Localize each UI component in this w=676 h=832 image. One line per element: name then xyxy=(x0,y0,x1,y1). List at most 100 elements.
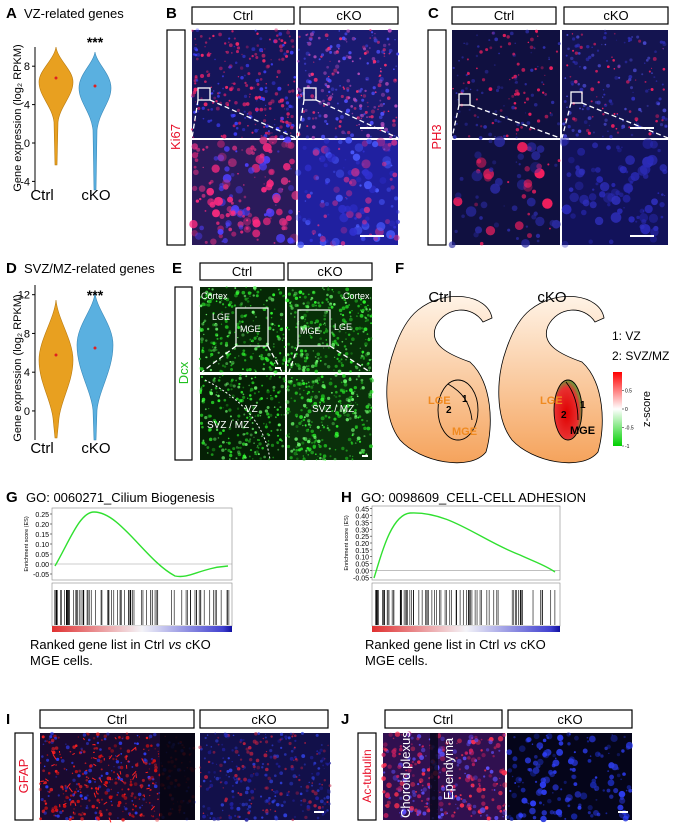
texture xyxy=(263,143,272,152)
micrograph xyxy=(198,732,331,822)
texture xyxy=(205,41,207,43)
texture xyxy=(100,814,103,817)
texture xyxy=(326,294,329,297)
texture xyxy=(246,751,249,754)
texture xyxy=(271,789,273,791)
texture xyxy=(315,453,317,455)
texture xyxy=(293,449,295,451)
texture xyxy=(99,810,102,813)
texture xyxy=(378,83,382,87)
texture xyxy=(295,363,296,364)
texture xyxy=(209,817,211,819)
texture xyxy=(219,377,221,379)
texture xyxy=(81,749,83,751)
texture xyxy=(212,348,215,351)
texture xyxy=(525,30,529,34)
texture xyxy=(472,763,475,766)
texture xyxy=(355,212,361,218)
texture xyxy=(287,360,290,363)
texture xyxy=(39,817,42,820)
texture xyxy=(595,776,598,779)
texture xyxy=(236,446,239,449)
texture xyxy=(219,817,221,819)
texture xyxy=(394,135,396,137)
texture xyxy=(274,39,278,43)
texture xyxy=(216,107,220,111)
texture xyxy=(328,76,329,77)
texture xyxy=(365,197,371,203)
texture xyxy=(274,816,277,819)
texture xyxy=(313,350,314,351)
texture xyxy=(488,133,492,137)
texture xyxy=(393,226,396,229)
texture xyxy=(322,381,324,383)
texture xyxy=(359,184,361,186)
texture xyxy=(125,774,128,777)
texture xyxy=(243,778,247,782)
stain-label: Ac-tubulin xyxy=(360,749,374,802)
texture xyxy=(294,437,297,440)
texture xyxy=(210,369,212,371)
texture xyxy=(231,790,234,793)
texture xyxy=(55,815,57,817)
texture xyxy=(361,381,364,384)
texture xyxy=(627,785,632,790)
texture xyxy=(480,815,482,817)
texture xyxy=(86,779,89,782)
texture xyxy=(347,131,350,134)
texture xyxy=(277,188,283,194)
texture xyxy=(71,816,74,819)
texture xyxy=(310,321,313,324)
texture xyxy=(566,96,568,98)
texture xyxy=(335,449,337,451)
texture xyxy=(253,442,255,444)
texture xyxy=(201,386,203,388)
texture xyxy=(427,798,429,800)
texture xyxy=(242,349,245,352)
texture xyxy=(249,398,252,401)
texture xyxy=(44,740,46,742)
texture xyxy=(635,117,639,121)
texture xyxy=(348,357,349,358)
texture xyxy=(65,817,68,820)
texture xyxy=(520,126,523,129)
texture xyxy=(302,425,303,426)
texture xyxy=(339,85,341,87)
texture xyxy=(356,440,358,442)
texture xyxy=(536,31,538,33)
texture xyxy=(316,750,318,752)
texture xyxy=(470,815,472,817)
texture xyxy=(421,789,423,791)
texture xyxy=(202,194,206,198)
texture xyxy=(370,115,373,118)
texture xyxy=(124,806,125,807)
texture xyxy=(244,82,246,84)
texture xyxy=(319,786,323,790)
texture xyxy=(350,105,353,108)
texture xyxy=(485,806,489,810)
texture xyxy=(295,170,301,176)
texture xyxy=(387,96,391,100)
texture xyxy=(530,800,536,806)
texture xyxy=(421,746,423,748)
texture xyxy=(320,799,324,803)
texture xyxy=(106,809,108,811)
texture xyxy=(231,749,233,751)
texture xyxy=(228,438,230,440)
texture xyxy=(308,454,309,455)
texture xyxy=(250,449,252,451)
texture xyxy=(287,353,290,356)
texture xyxy=(86,742,89,745)
texture xyxy=(307,218,312,223)
texture xyxy=(216,222,219,225)
texture xyxy=(547,163,549,165)
texture xyxy=(200,74,204,78)
texture xyxy=(195,158,199,162)
texture xyxy=(158,753,159,754)
texture xyxy=(314,78,318,82)
texture xyxy=(365,320,367,322)
texture xyxy=(277,70,281,74)
texture xyxy=(149,768,150,769)
texture xyxy=(303,146,307,150)
texture xyxy=(323,802,326,805)
